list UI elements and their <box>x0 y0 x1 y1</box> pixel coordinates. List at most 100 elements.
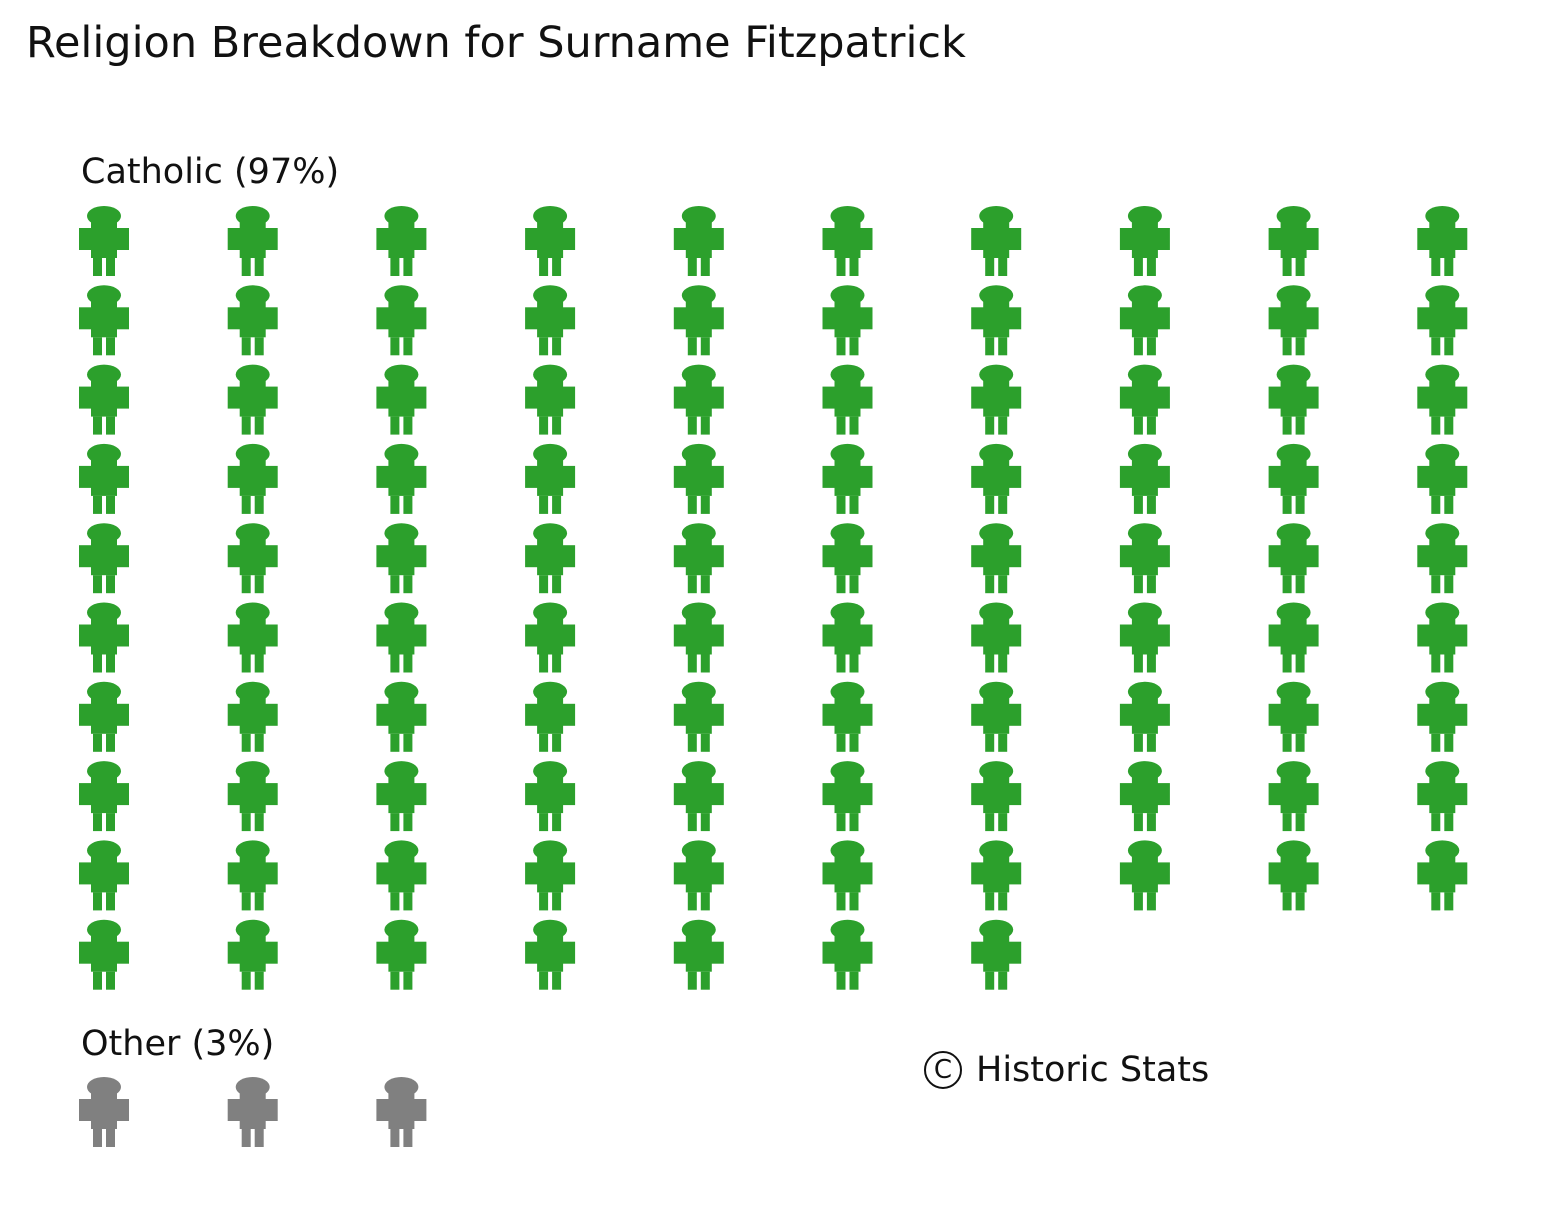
person-icon-catholic <box>525 602 576 673</box>
person-icon-catholic <box>673 206 724 276</box>
person-icon-catholic <box>79 285 129 356</box>
person-icon-catholic <box>525 285 576 356</box>
person-icon-catholic <box>1119 602 1170 673</box>
person-icon-catholic <box>822 681 873 752</box>
person-icon-catholic <box>971 443 1022 514</box>
person-icon-catholic <box>1417 206 1468 276</box>
person-icon-catholic <box>1417 523 1468 594</box>
person-icon-catholic <box>1417 840 1468 911</box>
person-icon-catholic <box>673 285 724 356</box>
person-icon-catholic <box>79 602 129 673</box>
person-icon-catholic <box>376 206 427 276</box>
person-icon-catholic <box>673 602 724 673</box>
person-icon-catholic <box>971 919 1022 990</box>
person-icon-catholic <box>822 602 873 673</box>
copyright-text: Historic Stats <box>976 1050 1210 1090</box>
person-icon-catholic <box>79 443 129 514</box>
person-icon-catholic <box>1119 206 1170 276</box>
person-icon-catholic <box>525 206 576 276</box>
person-icon-catholic <box>79 840 129 911</box>
person-icon-catholic <box>1417 443 1468 514</box>
person-icon-catholic <box>822 443 873 514</box>
person-icon-catholic <box>525 840 576 911</box>
person-icon-catholic <box>525 681 576 752</box>
person-icon-catholic <box>227 602 278 673</box>
person-icon-catholic <box>525 919 576 990</box>
person-icon-catholic <box>1268 681 1319 752</box>
person-icon-catholic <box>822 206 873 276</box>
person-icon-catholic <box>1268 206 1319 276</box>
person-icon-catholic <box>227 285 278 356</box>
person-icon-catholic <box>227 364 278 435</box>
person-icon-other <box>227 1077 278 1147</box>
person-icon-catholic <box>376 364 427 435</box>
person-icon-catholic <box>79 523 129 594</box>
person-icon-catholic <box>227 443 278 514</box>
person-icon-catholic <box>822 285 873 356</box>
person-icon-catholic <box>1119 364 1170 435</box>
person-icon-other <box>79 1077 129 1147</box>
person-icon-catholic <box>971 206 1022 276</box>
person-icon-catholic <box>1119 443 1170 514</box>
person-icon-catholic <box>822 919 873 990</box>
person-icon-catholic <box>1268 602 1319 673</box>
person-icon-catholic <box>971 285 1022 356</box>
person-icon-catholic <box>1417 602 1468 673</box>
person-icon-catholic <box>673 364 724 435</box>
person-icon-catholic <box>227 840 278 911</box>
person-icon-catholic <box>1119 840 1170 911</box>
group-label-catholic: Catholic (97%) <box>81 152 340 192</box>
person-icon-catholic <box>227 761 278 832</box>
group-label-other: Other (3%) <box>81 1024 275 1064</box>
person-icon-catholic <box>1119 523 1170 594</box>
person-icon-catholic <box>79 681 129 752</box>
person-icon-catholic <box>376 523 427 594</box>
person-icon-catholic <box>971 602 1022 673</box>
person-icon-catholic <box>971 364 1022 435</box>
person-icon-catholic <box>376 443 427 514</box>
person-icon-catholic <box>822 761 873 832</box>
person-icon-catholic <box>1268 840 1319 911</box>
person-icon-catholic <box>971 840 1022 911</box>
person-icon-catholic <box>822 840 873 911</box>
person-icon-catholic <box>1268 443 1319 514</box>
person-icon-catholic <box>1417 761 1468 832</box>
person-icon-catholic <box>525 364 576 435</box>
copyright-icon: C <box>924 1051 962 1089</box>
person-icon-catholic <box>79 919 129 990</box>
person-icon-catholic <box>1119 761 1170 832</box>
person-icon-catholic <box>971 761 1022 832</box>
person-icon-catholic <box>1417 285 1468 356</box>
person-icon-catholic <box>376 285 427 356</box>
person-icon-catholic <box>1417 681 1468 752</box>
person-icon-catholic <box>971 681 1022 752</box>
person-icon-other <box>376 1077 427 1147</box>
person-icon-catholic <box>673 681 724 752</box>
person-icon-catholic <box>673 761 724 832</box>
person-icon-catholic <box>1119 285 1170 356</box>
person-icon-catholic <box>673 840 724 911</box>
person-icon-catholic <box>1268 761 1319 832</box>
person-icon-catholic <box>673 919 724 990</box>
person-icon-catholic <box>673 443 724 514</box>
person-icon-catholic <box>376 919 427 990</box>
person-icon-catholic <box>79 761 129 832</box>
person-icon-catholic <box>1268 285 1319 356</box>
person-icon-catholic <box>1417 364 1468 435</box>
person-icon-catholic <box>79 364 129 435</box>
person-icon-catholic <box>1119 681 1170 752</box>
person-icon-catholic <box>1268 364 1319 435</box>
copyright-notice: C Historic Stats <box>924 1050 1209 1090</box>
person-icon-catholic <box>822 523 873 594</box>
person-icon-catholic <box>376 681 427 752</box>
person-icon-catholic <box>525 443 576 514</box>
person-icon-catholic <box>822 364 873 435</box>
person-icon-catholic <box>971 523 1022 594</box>
person-icon-catholic <box>227 681 278 752</box>
person-icon-catholic <box>1268 523 1319 594</box>
person-icon-catholic <box>525 523 576 594</box>
chart-title: Religion Breakdown for Surname Fitzpatri… <box>26 18 966 68</box>
person-icon-catholic <box>376 840 427 911</box>
person-icon-catholic <box>376 602 427 673</box>
